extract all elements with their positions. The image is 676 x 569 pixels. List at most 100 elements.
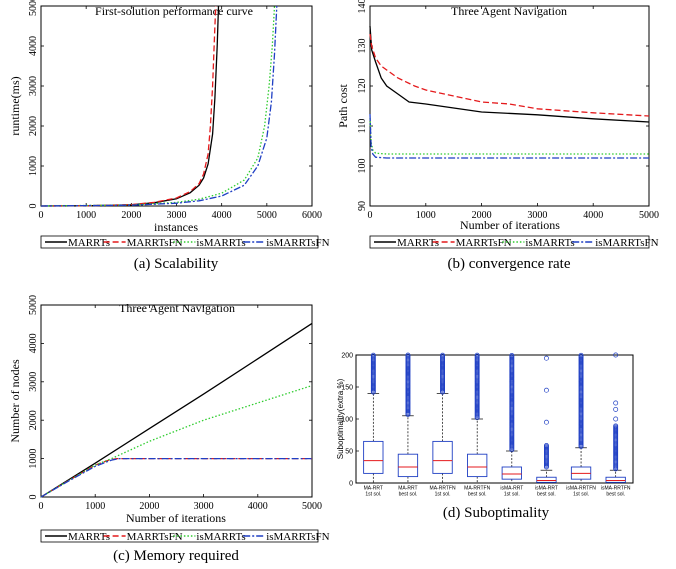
xlabel-memory: Number of iterations: [126, 511, 226, 525]
xlabel-convergence: Number of iterations: [460, 218, 560, 232]
x-tick-label: 2000: [472, 210, 492, 221]
axes-box-memory: [40, 304, 313, 498]
y-tick-label: 90: [357, 201, 368, 211]
caption-suboptimality: (d) Suboptimality: [443, 505, 550, 521]
legend-label-isMARRTsFN: isMARRTsFN: [266, 237, 329, 249]
series-line-isMARRTs: [369, 117, 649, 155]
series-line-isMARRTsFN: [40, 5, 278, 207]
x-tick-label: 4000: [583, 210, 603, 221]
ylabel-memory: Number of nodes: [8, 359, 22, 443]
outlier-point: [543, 355, 549, 361]
category-sublabel: best sol.: [606, 492, 625, 498]
caption-convergence: (b) convergence rate: [448, 256, 571, 272]
category-label: MA-RRT: [398, 486, 417, 492]
y-tick-label: 50: [345, 449, 353, 456]
outlier-point: [474, 352, 480, 358]
series-line-isMARRTsFN: [40, 457, 312, 498]
y-tick-label: 2000: [28, 410, 39, 430]
y-tick-label: 0: [349, 481, 353, 488]
box: [363, 440, 384, 474]
x-tick-label: 2000: [139, 501, 159, 512]
y-tick-label: 1000: [28, 449, 39, 469]
category-label: isMA-RRTFN: [566, 486, 596, 492]
category-sublabel: best sol.: [537, 492, 556, 498]
series-line-MARRTs: [369, 25, 650, 123]
box: [397, 453, 419, 478]
legend-convergence: MARRTs MARRTsFN isMARRTs isMARRTsFN: [369, 235, 659, 249]
y-tick-label: 110: [357, 119, 368, 134]
legend-label-isMARRTsFN: isMARRTsFN: [266, 531, 329, 543]
category-sublabel: 1st sol.: [504, 492, 520, 498]
title-memory: Three Agent Navigation: [119, 301, 235, 315]
axes-box-suboptimality: [355, 354, 634, 484]
outlier-point: [543, 419, 549, 425]
title-scalability: First-solution performance curve: [95, 4, 253, 18]
outlier-point: [613, 352, 619, 358]
panel-memory: Three Agent Navigation 0 1000 2000 3000 4000…: [8, 295, 330, 564]
series-line-MARRTsFN: [369, 33, 650, 117]
x-tick-label: 0: [368, 210, 373, 221]
title-convergence: Three Agent Navigation: [451, 4, 567, 18]
category-label: isMA-RRTFN: [601, 486, 631, 492]
x-tick-label: 6000: [302, 210, 322, 221]
outlier-point: [613, 406, 619, 412]
outlier-point: [509, 353, 515, 358]
x-tick-label: 2000: [121, 210, 141, 221]
legend-label-MARRTsFN: MARRTsFN: [456, 237, 512, 249]
ylabel-scalability: runtime(ms): [8, 76, 22, 135]
x-tick-label: 5000: [302, 501, 322, 512]
y-tick-label: 3000: [28, 76, 39, 96]
category-sublabel: 1st sol.: [573, 492, 589, 498]
y-tick-label: 120: [357, 79, 368, 94]
plot-area-suboptimality: 0 50 100 150 200 MA-RRT 1st sol. MA-RRT best sol…: [341, 353, 631, 498]
y-tick-label: 200: [341, 353, 353, 360]
legend-label-MARRTs: MARRTs: [68, 531, 110, 543]
category-label: MA-RRTFN: [430, 486, 456, 492]
outlier-point: [613, 400, 619, 406]
box: [467, 453, 488, 478]
series-line-isMARRTsFN: [369, 113, 649, 159]
ylabel-suboptimality: Suboptimality(extra %): [336, 378, 345, 459]
y-tick-label: 150: [341, 385, 353, 392]
x-tick-label: 1000: [416, 210, 436, 221]
panel-suboptimality: 0 50 100 150 200 MA-RRT 1st sol. MA-RRT best sol…: [336, 353, 634, 521]
category-label: MA-RRTFN: [464, 486, 490, 492]
category-label: MA-RRT: [364, 486, 383, 492]
panel-scalability: First-solution performance curve 0 1000 20…: [8, 0, 330, 272]
plot-area-memory: 0 1000 2000 3000 4000 5000 0 1000 2000 3000 4000 50…: [28, 295, 322, 512]
xlabel-scalability: instances: [154, 220, 198, 234]
series-line-MARRTs: [40, 5, 220, 207]
x-tick-label: 4000: [212, 210, 232, 221]
legend-label-MARRTsFN: MARRTsFN: [127, 237, 183, 249]
x-tick-label: 1000: [76, 210, 96, 221]
box: [501, 466, 522, 480]
x-tick-label: 3000: [194, 501, 214, 512]
outlier-point: [613, 416, 619, 422]
axes-box-convergence: [369, 5, 650, 207]
y-tick-label: 130: [357, 39, 368, 54]
legend-label-isMARRTsFN: isMARRTsFN: [595, 237, 658, 249]
series-line-isMARRTs: [40, 5, 276, 207]
series-line-MARRTsFN: [40, 5, 217, 207]
x-tick-label: 5000: [639, 210, 659, 221]
y-tick-label: 2000: [28, 116, 39, 136]
y-tick-label: 5000: [28, 295, 39, 315]
legend-label-isMARRTs: isMARRTs: [525, 237, 574, 249]
legend-label-MARRTs: MARRTs: [68, 237, 110, 249]
y-tick-label: 100: [341, 417, 353, 424]
outlier-point: [613, 423, 619, 429]
y-tick-label: 4000: [28, 333, 39, 353]
box: [432, 440, 453, 474]
panel-convergence: Three Agent Navigation 0 1000 2000 3000 4000…: [336, 0, 659, 272]
box: [536, 476, 557, 483]
legend-scalability: MARRTs MARRTsFN isMARRTs isMARRTsFN: [40, 235, 330, 249]
y-tick-label: 5000: [28, 0, 39, 16]
legend-label-MARRTs: MARRTs: [397, 237, 439, 249]
x-tick-label: 0: [39, 501, 44, 512]
legend-label-isMARRTs: isMARRTs: [196, 237, 245, 249]
y-tick-label: 3000: [28, 372, 39, 392]
y-tick-label: 0: [28, 204, 39, 209]
y-tick-label: 4000: [28, 36, 39, 56]
category-label: isMA-RRT: [535, 486, 558, 492]
